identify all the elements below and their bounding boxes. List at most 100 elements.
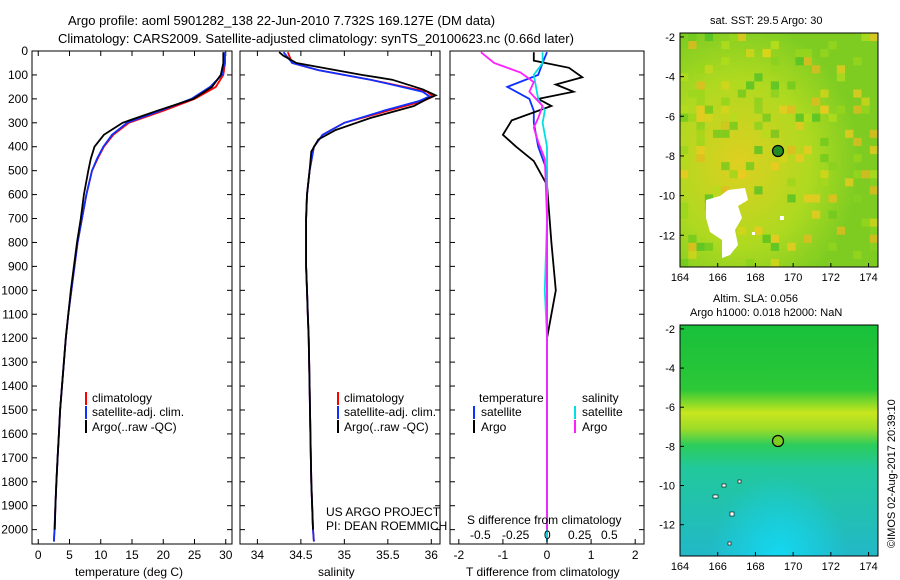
- difference-panel: -2 -1 0 1 2 temperature satellite Argo salin…: [449, 50, 645, 579]
- sst-patch: [729, 113, 738, 122]
- sst-patch: [869, 218, 879, 227]
- map-x-tick-label: 166: [709, 272, 727, 284]
- sst-patch: [828, 242, 837, 251]
- series-satellite: [282, 51, 432, 542]
- sst-patch: [820, 137, 829, 146]
- sst-map-frame: [679, 32, 879, 268]
- salinity-series: [278, 51, 438, 542]
- map-y-tick-label: -6: [665, 111, 675, 123]
- sla-argo-marker: [771, 434, 785, 448]
- sla-island: [712, 494, 719, 499]
- sst-patch: [729, 33, 738, 42]
- series-argo: [53, 52, 225, 530]
- sst-patch: [869, 129, 879, 138]
- sst-patch: [754, 105, 763, 114]
- sst-patch: [803, 57, 813, 66]
- sst-patch: [770, 65, 780, 74]
- sst-patch: [770, 41, 780, 50]
- sst-land-small: [752, 232, 755, 235]
- sst-patch: [729, 121, 738, 130]
- depth-tick-label: 1800: [1, 475, 28, 489]
- sla-map-title: Altim. SLA: 0.056: [713, 293, 798, 305]
- sst-patch: [861, 218, 870, 227]
- x-tick-label: 20: [157, 548, 171, 562]
- depth-tick-label: 600: [8, 188, 28, 202]
- sst-map-patches: [680, 33, 879, 268]
- sla-island: [721, 483, 727, 488]
- map-y-tick-label: -10: [659, 191, 675, 203]
- sst-patch: [853, 170, 862, 179]
- sst-patch: [770, 81, 780, 90]
- depth-tick-label: 1300: [1, 355, 28, 369]
- sst-map-title: sat. SST: 29.5 Argo: 30: [710, 15, 823, 27]
- sst-patch: [795, 57, 804, 66]
- map-y-tick-label: -2: [665, 32, 675, 44]
- x-tick-label: 5: [66, 548, 73, 562]
- map-x-tick-label: 174: [859, 561, 877, 573]
- sst-patch: [820, 154, 829, 163]
- sst-patch: [704, 113, 714, 122]
- depth-tick-label: 500: [8, 164, 28, 178]
- x-tick-label: 25: [188, 548, 202, 562]
- sst-patch: [770, 162, 780, 171]
- salinity-panel: 34 34.5 35 35.5 36 climatology satellite-adj…: [239, 50, 447, 579]
- depth-tick-label: 1000: [1, 283, 28, 297]
- sst-patch: [869, 178, 879, 187]
- depth-tick-label: 900: [8, 259, 28, 273]
- depth-tick-label: 1400: [1, 379, 28, 393]
- sst-patch: [869, 242, 879, 251]
- depth-tick-label: 200: [8, 92, 28, 106]
- sst-patch: [746, 162, 755, 171]
- x-tick-label: 35: [338, 548, 352, 562]
- map-x-tick-label: 164: [671, 272, 689, 284]
- sst-patch: [737, 170, 747, 179]
- sst-patch: [696, 242, 705, 251]
- sst-patch: [696, 97, 705, 106]
- sst-patch: [861, 105, 870, 114]
- x-tick-label: 36: [425, 548, 439, 562]
- sst-patch: [795, 113, 804, 122]
- sst-patch: [770, 57, 780, 66]
- sst-patch: [696, 129, 705, 138]
- temperature-legend: climatology satellite-adj. clim. Argo(..…: [85, 391, 184, 434]
- sst-patch: [869, 146, 879, 155]
- sst-patch: [713, 129, 722, 138]
- sst-patch: [812, 210, 821, 219]
- sst-patch: [737, 33, 747, 42]
- x-tick-label: 34: [251, 548, 265, 562]
- sst-patch: [737, 226, 747, 235]
- sst-patch: [812, 65, 821, 74]
- sst-patch: [754, 73, 763, 82]
- sst-patch: [729, 170, 738, 179]
- map-x-tick-label: 164: [671, 561, 689, 573]
- sst-patch: [869, 186, 879, 195]
- sla-map-axes: 164 166 168 170 172 174 -2 -4 -6 -8 -10 -12: [659, 324, 878, 573]
- sst-patch: [680, 202, 689, 211]
- sst-patch: [696, 81, 705, 90]
- legend-label-climatology: climatology: [344, 391, 404, 405]
- sst-patch: [861, 170, 870, 179]
- difference-legend: temperature satellite Argo salinity sate…: [473, 391, 623, 434]
- sst-patch: [688, 234, 697, 243]
- sst-patch: [869, 33, 879, 42]
- sst-patch: [762, 234, 771, 243]
- legend-label-argo: Argo(..raw -QC): [92, 420, 177, 434]
- sla-island: [737, 479, 742, 484]
- x-tick-label: 10: [94, 548, 108, 562]
- difference-series: [480, 51, 585, 542]
- t-difference-axis: -2 -1 0 1 2: [453, 539, 639, 562]
- s-tick: -0.25: [502, 528, 530, 542]
- s-tick: 0.5: [601, 528, 618, 542]
- temperature-axis: 0 5 10 15 20 25 30: [35, 51, 233, 562]
- sst-patch: [845, 178, 854, 187]
- sst-patch: [803, 234, 813, 243]
- sst-patch: [828, 162, 837, 171]
- s-tick: -0.5: [470, 528, 491, 542]
- sst-patch: [696, 113, 705, 122]
- sst-patch: [688, 113, 697, 122]
- sst-patch: [696, 65, 705, 74]
- sla-map-frame: [679, 324, 879, 557]
- temperature-panel: 0100200300400500600700800900100011001200…: [1, 44, 232, 579]
- sst-patch: [770, 234, 780, 243]
- sst-patch: [820, 89, 829, 98]
